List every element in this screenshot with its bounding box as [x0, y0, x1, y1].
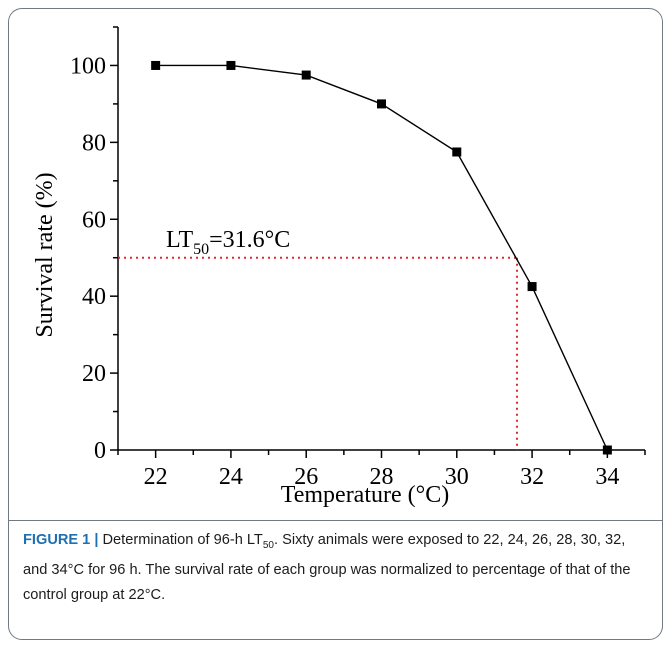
x-axis-label: Temperature (°C)	[281, 482, 450, 508]
x-tick-label: 34	[595, 464, 619, 490]
survival-rate-chart: 0 20 40 60 80 100 22 24 26 28 30 32 34 Survival rate…	[32, 26, 646, 508]
chart-axes: 0 20 40 60 80 100 22 24 26 28 30 32 34	[70, 26, 646, 490]
y-axis-label: Survival rate (%)	[32, 172, 58, 337]
y-tick-label: 20	[82, 361, 106, 387]
lt50-annotation: LT50=31.6°C	[166, 227, 290, 258]
data-point	[527, 282, 537, 292]
y-tick-label: 40	[82, 284, 106, 310]
data-point	[301, 70, 311, 80]
x-tick-label: 22	[144, 464, 168, 490]
data-point	[377, 99, 386, 109]
y-tick-label: 100	[70, 53, 106, 79]
data-point	[226, 60, 236, 70]
lt50-annotation-suffix: =31.6°C	[209, 227, 290, 253]
x-tick-label: 24	[219, 464, 243, 490]
data-point	[602, 445, 612, 455]
series-line	[155, 64, 608, 451]
figure-frame	[8, 8, 663, 640]
figure-label: FIGURE 1 |	[23, 532, 99, 548]
x-tick-label: 28	[370, 464, 394, 490]
y-tick-label: 80	[82, 130, 106, 156]
caption-divider	[8, 520, 663, 521]
x-tick-label: 26	[294, 464, 318, 490]
caption-subscript: 50	[262, 539, 274, 551]
lt50-annotation-subscript: 50	[193, 241, 209, 258]
figure-caption: FIGURE 1 | Determination of 96-h LT50. S…	[23, 528, 653, 607]
y-tick-label: 0	[94, 438, 106, 464]
data-point	[151, 60, 161, 70]
data-point	[452, 147, 462, 157]
lt50-annotation-prefix: LT	[166, 227, 193, 253]
caption-text-start: Determination of 96-h LT	[98, 532, 263, 548]
x-tick-label: 30	[445, 464, 469, 490]
x-tick-label: 32	[520, 464, 544, 490]
caption-text-end: . Sixty animals were exposed to 22, 24, …	[23, 532, 631, 603]
lt50-reference	[118, 256, 519, 450]
axis-labels: Survival rate (%) Temperature (°C) LT50=…	[32, 172, 449, 508]
y-tick-label: 60	[82, 207, 106, 233]
survival-series	[151, 60, 612, 455]
